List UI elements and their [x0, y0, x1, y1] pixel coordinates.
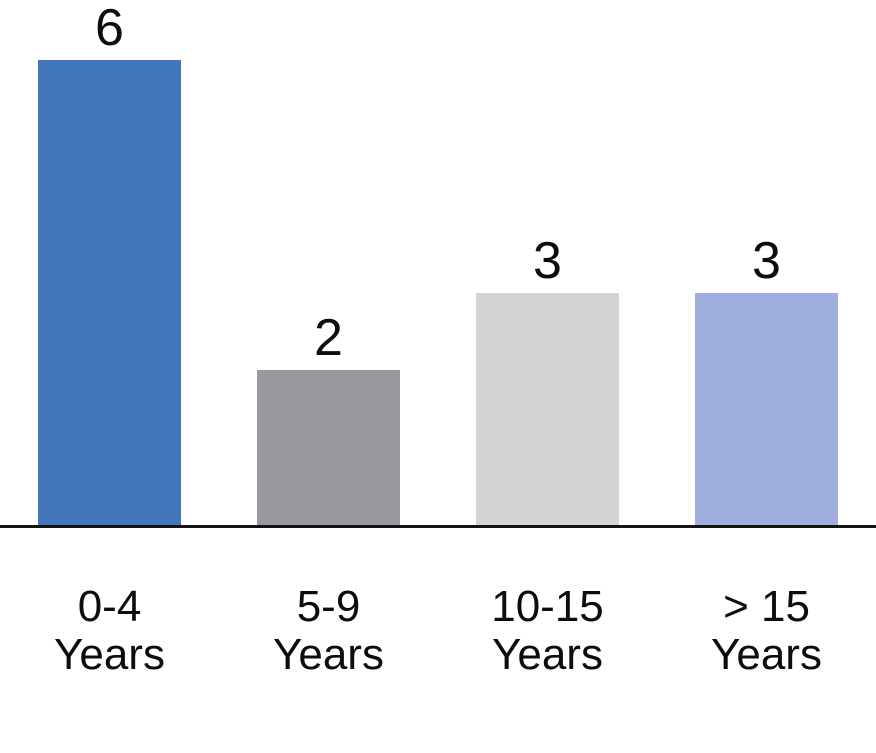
- data-label: 3: [752, 231, 781, 290]
- bar-group: 6: [0, 0, 219, 525]
- tick-label-line2: Years: [492, 630, 603, 679]
- bar: [695, 292, 838, 525]
- x-axis-line: [0, 525, 876, 528]
- bar-group: 3: [657, 0, 876, 525]
- data-label: 2: [314, 309, 343, 367]
- tick-label-line1: 0-4: [77, 582, 142, 631]
- tick-label-line2: Years: [273, 630, 384, 679]
- tick-label-line1: 5-9: [296, 582, 361, 631]
- bar-group: 2: [219, 0, 438, 525]
- tick-label-line1: > 15: [723, 582, 810, 631]
- tick-label: 10-15 Years: [438, 583, 657, 679]
- bar-group: 3: [438, 0, 657, 525]
- tick-label: 0-4 Years: [0, 583, 219, 679]
- tick-label: > 15 Years: [657, 583, 876, 679]
- bar: [476, 292, 619, 525]
- tick-label-line2: Years: [711, 630, 822, 679]
- bar: [38, 60, 181, 525]
- tick-label-line1: 10-15: [491, 582, 604, 631]
- data-label: 3: [533, 231, 562, 290]
- x-axis-tick-labels: 0-4 Years 5-9 Years 10-15 Years > 15 Yea…: [0, 583, 876, 679]
- plot-area: 6 2 3 3: [0, 0, 876, 525]
- bar: [257, 370, 400, 525]
- tick-label-line2: Years: [54, 630, 165, 679]
- data-label: 6: [95, 0, 124, 57]
- tick-label: 5-9 Years: [219, 583, 438, 679]
